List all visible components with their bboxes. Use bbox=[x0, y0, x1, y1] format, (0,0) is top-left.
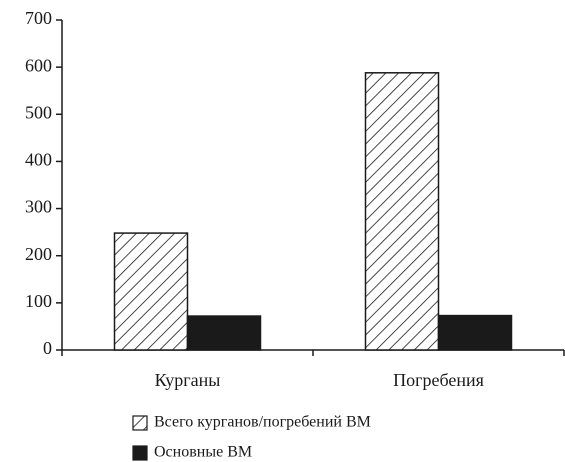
y-tick-label: 600 bbox=[25, 55, 52, 75]
legend-label: Всего курганов/погребений ВМ bbox=[154, 414, 371, 431]
legend-label: Основные ВМ bbox=[154, 444, 252, 461]
bar bbox=[186, 315, 262, 351]
bar bbox=[437, 314, 513, 351]
legend-swatch bbox=[132, 445, 148, 461]
y-tick-label: 700 bbox=[25, 8, 52, 28]
y-tick-label: 300 bbox=[25, 197, 52, 217]
bar bbox=[113, 232, 189, 351]
legend-swatch bbox=[132, 415, 148, 431]
y-tick-label: 200 bbox=[25, 244, 52, 264]
x-tick-label: Курганы bbox=[155, 370, 221, 390]
y-tick-label: 0 bbox=[43, 338, 52, 358]
bar bbox=[364, 72, 440, 351]
y-tick-label: 100 bbox=[25, 291, 52, 311]
y-tick-label: 500 bbox=[25, 102, 52, 122]
x-tick-label: Погребения bbox=[393, 370, 484, 390]
y-tick-label: 400 bbox=[25, 150, 52, 170]
